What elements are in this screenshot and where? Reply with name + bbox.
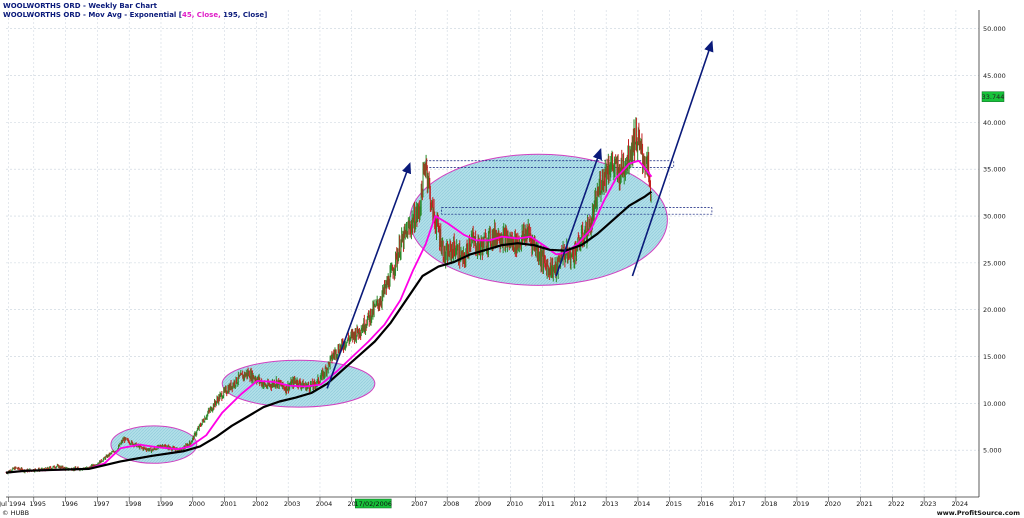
indicator-legend: WOOLWORTHS ORD - Mov Avg - Exponential [… xyxy=(3,11,267,19)
x-tick-label: 2017 xyxy=(729,500,746,508)
x-tick-label: 2012 xyxy=(570,500,587,508)
indicator-open-bracket: [ xyxy=(178,11,182,19)
x-tick-label: 2021 xyxy=(856,500,873,508)
copyright-text: © HUBB xyxy=(2,509,30,517)
x-tick-label: 2004 xyxy=(316,500,333,508)
x-tick-label: 1998 xyxy=(125,500,142,508)
indicator-fast-params: 45, Close, xyxy=(181,11,221,19)
y-tick-label: 45.000 xyxy=(983,72,1006,80)
y-tick-label: 20.000 xyxy=(983,306,1006,314)
y-tick-label: 25.000 xyxy=(983,259,1006,267)
y-tick-label: 35.000 xyxy=(983,166,1006,174)
y-tick-label: 40.000 xyxy=(983,119,1006,127)
x-tick-label: 2000 xyxy=(189,500,206,508)
y-tick-label: 50.000 xyxy=(983,25,1006,33)
x-tick-label: 2002 xyxy=(252,500,269,508)
x-tick-label: 2024 xyxy=(952,500,969,508)
x-tick-label: 1997 xyxy=(93,500,110,508)
y-tick-label: 5.000 xyxy=(983,447,1002,455)
x-tick-label: 2014 xyxy=(634,500,651,508)
trend-arrow xyxy=(326,162,412,389)
date-badge-text: 17/02/2006 xyxy=(355,500,392,508)
indicator-slow-params: 195, Close] xyxy=(220,11,268,19)
x-tick-label: 1999 xyxy=(157,500,174,508)
date-badge: 17/02/2006 xyxy=(355,498,392,509)
last-price-badge-bg xyxy=(981,91,1005,102)
x-tick-label: 2010 xyxy=(506,500,523,508)
last-price-badge-text: 33.744 xyxy=(982,93,1005,101)
x-tick-label: 2011 xyxy=(538,500,555,508)
x-tick-label: 2022 xyxy=(888,500,905,508)
trend-arrow xyxy=(555,148,602,277)
y-tick-label: 30.000 xyxy=(983,213,1006,221)
x-tick-label: 2003 xyxy=(284,500,301,508)
x-tick-label: 2013 xyxy=(602,500,619,508)
grid-lines xyxy=(6,10,979,497)
y-tick-label: 10.000 xyxy=(983,400,1006,408)
x-tick-label: 2008 xyxy=(443,500,460,508)
x-tick-label: 2019 xyxy=(793,500,810,508)
chart-title-text: WOOLWORTHS ORD - Weekly Bar Chart xyxy=(3,2,157,10)
last-price-badge: 33.744 xyxy=(981,91,1005,102)
x-tick-label: Jul 1994 xyxy=(0,500,26,508)
trend-arrows xyxy=(326,40,714,389)
x-tick-label: 2020 xyxy=(824,500,841,508)
axes: 50.000 45.000 40.000 35.000 30.000 25.000 20.0… xyxy=(0,10,1006,508)
resistance-box xyxy=(441,207,713,215)
x-tick-label: 2023 xyxy=(920,500,937,508)
y-tick-label: 15.000 xyxy=(983,353,1006,361)
consolidation-ellipse xyxy=(110,425,198,464)
badges: 17/02/2006 33.744 xyxy=(355,91,1005,509)
x-tick-label: 1995 xyxy=(30,500,47,508)
ellipse-annotations xyxy=(110,153,668,464)
trend-arrow xyxy=(631,40,714,277)
x-tick-label: 2018 xyxy=(761,500,778,508)
chart-title: WOOLWORTHS ORD - Weekly Bar Chart xyxy=(3,2,157,10)
ema-45-line xyxy=(5,159,653,474)
x-tick-label: 2009 xyxy=(475,500,492,508)
x-tick-label: 2016 xyxy=(697,500,714,508)
x-tick-label: 2015 xyxy=(665,500,682,508)
date-badge-bg xyxy=(355,498,392,509)
x-tick-label: 1996 xyxy=(61,500,78,508)
website-text: www.ProfitSource.com xyxy=(936,509,1020,517)
x-tick-label: 2001 xyxy=(220,500,237,508)
indicator-name: WOOLWORTHS ORD - Mov Avg - Exponential xyxy=(3,11,177,19)
x-tick-label: 2007 xyxy=(411,500,428,508)
